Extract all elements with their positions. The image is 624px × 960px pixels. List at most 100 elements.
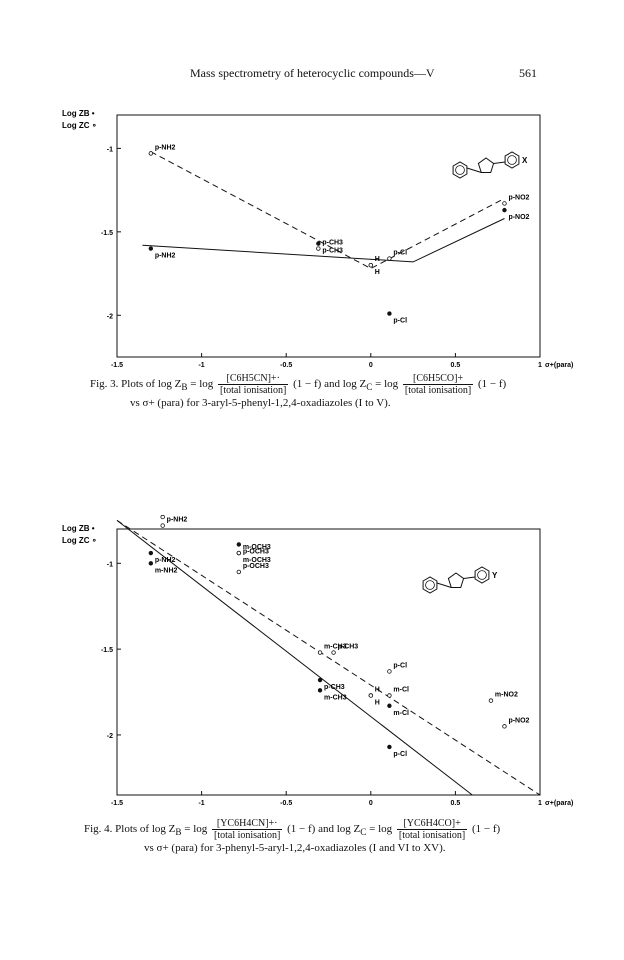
fit-line-log-zc [116,519,541,796]
point-label: p-NO2 [508,717,529,724]
point-label: m-Cl [393,686,409,693]
point-zc-h [368,693,373,698]
page-number: 561 [519,66,537,80]
point-zb-m-nh2 [148,561,154,566]
point-zb-m-ch3 [317,688,323,693]
point-zc-p-ch3 [331,650,336,655]
running-title: Mass spectrometry of heterocyclic compou… [190,66,435,80]
point-zb-p-och3 [236,542,242,547]
page-header: Mass spectrometry of heterocyclic compou… [0,66,624,82]
point-zc-p-ch3 [316,246,321,251]
point-zc-m-ch3 [317,650,323,655]
point-zc-p-och3 [236,569,242,575]
ring-bond [493,161,506,165]
ring-bond [466,167,482,173]
x-tick-label: 0.5 [451,800,461,807]
point-zb-p-ch3 [317,677,323,683]
point-label: p-CH3 [322,240,343,247]
fit-line-log-zb [116,520,473,796]
substituent-label: Y [492,571,498,580]
fit-line-log-zb [142,218,505,263]
point-label: m-NH2 [155,567,178,574]
phenyl-ring-left [452,161,468,179]
figure-3-caption: Fig. 3. Plots of log ZB = log [C6H5CN]+·… [90,373,570,410]
fraction-c: [C6H5CO]+ [total ionisation] [402,373,474,396]
point-label: p-Cl [393,250,407,257]
legend-open-label: Log ZC ∘ [62,536,97,545]
ring-bond [436,582,452,588]
x-tick-label: 1 [538,362,542,369]
point-label: H [375,686,380,693]
x-axis-label: σ+(para) [545,800,573,807]
point-label: p-CH3 [324,684,345,691]
point-zb-m-cl [387,703,392,708]
point-zc-p-cl [387,256,392,261]
point-label: p-NH2 [167,517,188,524]
point-label: p-OCH3 [243,563,269,570]
point-zb-p-ch3 [316,241,321,246]
fraction-b: [YC6H4CN]+· [total ionisation] [212,818,283,841]
point-label: p-Cl [393,318,407,325]
phenyl-ring-right-aromatic [507,155,517,165]
point-zb-p-no2 [502,207,507,213]
fraction-c: [YC6H4CO]+ [total ionisation] [396,818,468,841]
phenyl-ring-left-aromatic [425,580,435,590]
x-tick-label: 1 [538,800,542,807]
point-label: p-NH2 [155,144,176,151]
fraction-b: [C6H5CN]+· [total ionisation] [218,373,289,396]
plot-frame [116,114,541,358]
substituent-label: X [522,156,528,165]
figure-3-plot: Log ZB • Log ZC ∘ -1.5 -1 -0.5 0 0.5 1 σ+(para) -… [62,109,573,369]
x-tick-label: 0 [369,362,373,369]
point-zb-p-nh2 [148,550,154,556]
point-label: m-CH3 [324,644,347,651]
point-label: p-NH2 [155,253,176,260]
x-tick-label: -0.5 [280,362,292,369]
oxadiazole-ring [447,572,465,588]
x-axis-label: σ+(para) [545,362,573,369]
figure-4: Log ZB • Log ZC ∘ -1.5 -1 -0.5 0 0.5 1 σ+(para) -… [0,508,624,810]
x-tick-label: -0.5 [280,800,292,807]
point-label: H [375,256,380,263]
point-label: m-NO2 [495,692,518,699]
legend-closed-label: Log ZB • [62,524,95,533]
fit-line-log-zc [150,151,505,270]
point-zc-p-nh2 [148,151,154,156]
x-tick-label: 0.5 [451,362,461,369]
point-label: H [375,269,380,276]
x-tick-label: -1.5 [111,362,123,369]
y-tick-label: -2 [107,733,113,740]
point-zb-p-cl [387,744,392,750]
phenyl-ring-right [474,566,490,584]
y-tick-label: -1.5 [101,230,113,237]
figure-3: Log ZB • Log ZC ∘ -1.5 -1 -0.5 0 0.5 1 σ+(para) -… [0,100,624,370]
legend-closed-label: Log ZB • [62,109,95,118]
point-zc-m-no2 [488,698,494,703]
point-label: H [375,699,380,706]
caption-line-1: Fig. 4. Plots of log ZB = log [YC6H4CN]+… [84,818,501,841]
point-label: p-NO2 [508,194,529,201]
point-label: p-CH3 [322,248,343,255]
x-tick-label: 0 [369,800,373,807]
legend-open-label: Log ZC ∘ [62,121,97,130]
plot-frame [116,528,541,796]
caption-line-1: Fig. 3. Plots of log ZB = log [C6H5CN]+·… [90,373,507,396]
point-zb-p-cl [387,311,392,316]
ring-bond [463,576,476,580]
point-label: m-OCH3 [243,557,271,564]
phenyl-ring-left-aromatic [455,165,465,175]
point-label: m-OCH3 [243,544,271,551]
point-zc-m-och3 [236,550,242,556]
point-zc-p-cl [387,669,392,674]
oxadiazole-ring [477,157,495,173]
y-tick-label: -1.5 [101,647,113,654]
point-label: p-CH3 [338,644,359,651]
x-tick-label: -1 [198,800,204,807]
x-tick-label: -1 [198,362,204,369]
caption-line-2: vs σ+ (para) for 3-phenyl-5-aryl-1,2,4-o… [144,842,446,854]
figure-4-plot: Log ZB • Log ZC ∘ -1.5 -1 -0.5 0 0.5 1 σ+(para) -… [62,508,573,807]
point-label: p-Cl [393,662,407,669]
y-tick-label: -1 [107,561,113,568]
point-zc-m-nh2 [160,514,165,520]
figure-4-caption: Fig. 4. Plots of log ZB = log [YC6H4CN]+… [84,818,574,855]
